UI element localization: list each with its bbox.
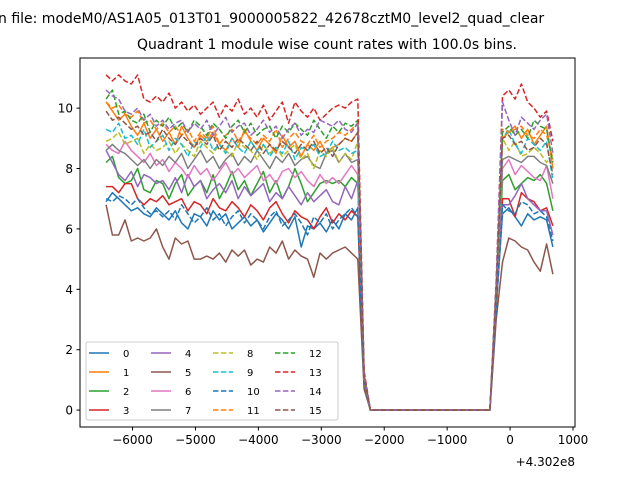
- series-line-12: [105, 89, 554, 411]
- x-axis: −6000 −5000 −4000 −3000 −2000 −1000 0 1000: [112, 427, 588, 447]
- legend-label-6: 6: [185, 387, 191, 398]
- legend-label-2: 2: [123, 387, 129, 398]
- chart-title: Quadrant 1 module wise count rates with …: [137, 37, 517, 53]
- y-axis: 0 2 4 6 8 10: [58, 102, 80, 418]
- legend-label-13: 13: [309, 368, 322, 379]
- legend-label-3: 3: [123, 406, 129, 417]
- x-tick-label: 1000: [558, 433, 589, 447]
- legend-label-7: 7: [185, 406, 191, 417]
- x-offset-label: +4.302e8: [516, 455, 575, 469]
- legend-label-14: 14: [309, 387, 322, 398]
- x-tick-label: −2000: [364, 433, 405, 447]
- legend-label-4: 4: [185, 349, 191, 360]
- figure-suptitle: n file: modeM0/AS1A05_013T01_9000005822_…: [0, 11, 544, 27]
- legend-label-11: 11: [247, 406, 260, 417]
- legend-label-0: 0: [123, 349, 129, 360]
- y-tick-label: 8: [65, 162, 73, 176]
- x-tick-label: −3000: [301, 433, 342, 447]
- legend-label-9: 9: [247, 368, 253, 379]
- x-tick-label: −5000: [175, 433, 216, 447]
- x-tick-label: −6000: [112, 433, 153, 447]
- series-line-15: [105, 110, 554, 411]
- legend-frame: [85, 341, 339, 421]
- legend-label-12: 12: [309, 349, 322, 360]
- legend-label-1: 1: [123, 368, 129, 379]
- x-tick-label: −1000: [427, 433, 468, 447]
- y-tick-label: 0: [65, 404, 73, 418]
- y-tick-label: 6: [65, 222, 73, 236]
- y-tick-label: 2: [65, 343, 73, 357]
- y-tick-label: 4: [65, 283, 73, 297]
- x-tick-label: 0: [506, 433, 514, 447]
- y-tick-label: 10: [58, 102, 73, 116]
- legend-label-10: 10: [247, 387, 260, 398]
- legend-label-8: 8: [247, 349, 253, 360]
- series-layer: [105, 74, 554, 411]
- legend-label-5: 5: [185, 368, 191, 379]
- legend-label-15: 15: [309, 406, 322, 417]
- x-tick-label: −4000: [238, 433, 279, 447]
- axes-frame: [79, 57, 576, 428]
